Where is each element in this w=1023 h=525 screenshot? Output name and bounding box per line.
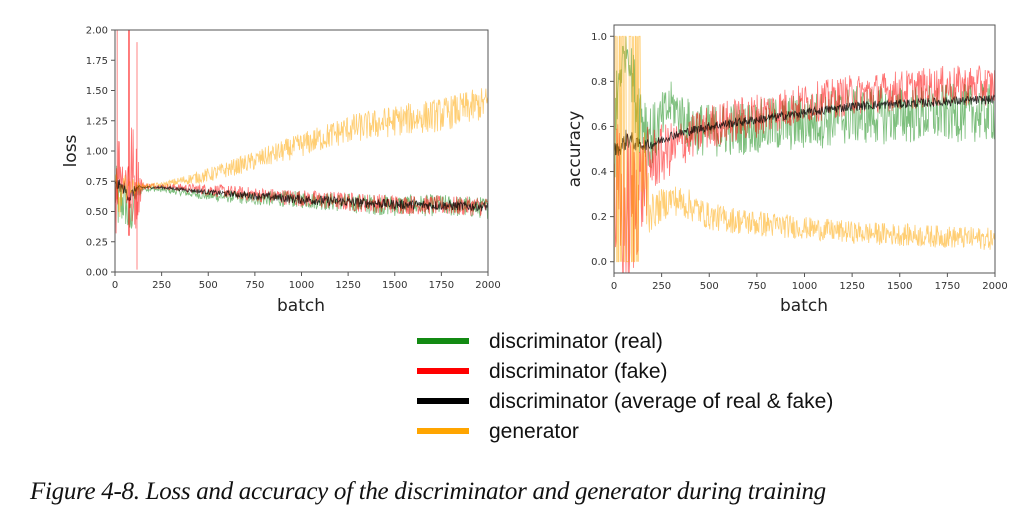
y-tick-label: 2.00 — [86, 26, 108, 37]
legend: discriminator (real) discriminator (fake… — [417, 330, 833, 443]
x-tick-label: 1250 — [839, 281, 864, 292]
loss-y-ticks: 0.00 0.25 0.50 0.75 1.00 1.25 1.50 1.75 2.00 — [86, 26, 115, 279]
x-tick-label: 750 — [747, 281, 766, 292]
loss-chart: 0 250 500 750 1000 1250 1500 1750 2000 0.000.250… — [61, 26, 501, 317]
x-tick-label: 0 — [112, 280, 118, 291]
x-tick-label: 1500 — [382, 280, 407, 291]
loss-x-ticks: 0 250 500 750 1000 1250 1500 1750 2000 — [112, 272, 501, 291]
x-tick-label: 2000 — [982, 281, 1007, 292]
x-tick-label: 1250 — [335, 280, 360, 291]
y-tick-label: 1.75 — [86, 56, 108, 67]
x-tick-label: 0 — [611, 281, 617, 292]
x-tick-label: 1000 — [792, 281, 817, 292]
accuracy-x-axis-label: batch — [780, 296, 828, 316]
accuracy-chart: 0 250 500 750 1000 1250 1500 1750 2000 0.0 0.2 0.4… — [565, 24, 1008, 316]
legend-item-generator: generator — [417, 420, 579, 443]
x-tick-label: 750 — [245, 280, 264, 291]
x-tick-label: 1750 — [935, 281, 960, 292]
y-tick-label: 0.00 — [86, 268, 108, 279]
x-tick-label: 500 — [199, 280, 218, 291]
loss-x-axis-label: batch — [277, 296, 325, 316]
series-line-discriminator-fake — [613, 65, 996, 274]
series-line-generator — [613, 35, 996, 263]
x-tick-label: 250 — [152, 280, 171, 291]
legend-item-discriminator-average: discriminator (average of real & fake) — [417, 390, 833, 413]
legend-label: discriminator (average of real & fake) — [489, 390, 833, 413]
y-tick-label: 0.4 — [591, 167, 607, 178]
x-tick-label: 1500 — [887, 281, 912, 292]
loss-series-group — [114, 30, 489, 270]
x-tick-label: 1000 — [289, 280, 314, 291]
accuracy-y-ticks: 0.0 0.2 0.4 0.6 0.8 1.0 — [591, 32, 614, 268]
x-tick-label: 2000 — [475, 280, 500, 291]
legend-item-discriminator-real: discriminator (real) — [417, 330, 663, 353]
y-tick-label: 0.50 — [86, 207, 108, 218]
series-line-discriminator-real — [114, 165, 489, 229]
series-line-discriminator-average-of-real-fake — [613, 94, 996, 156]
y-tick-label: 1.50 — [86, 86, 108, 97]
x-tick-label: 1750 — [429, 280, 454, 291]
y-tick-label: 0.75 — [86, 177, 108, 188]
series-line-discriminator-average-of-real-fake — [114, 179, 489, 212]
loss-axes-frame — [114, 29, 489, 273]
legend-label: discriminator (fake) — [489, 360, 668, 383]
legend-label: discriminator (real) — [489, 330, 663, 353]
y-tick-label: 0.0 — [591, 257, 607, 268]
y-tick-label: 0.6 — [591, 122, 607, 133]
x-tick-label: 500 — [700, 281, 719, 292]
legend-label: generator — [489, 420, 579, 443]
accuracy-y-axis-label: accuracy — [565, 111, 585, 188]
y-tick-label: 1.00 — [86, 147, 108, 158]
y-tick-label: 1.0 — [591, 32, 607, 43]
legend-item-discriminator-fake: discriminator (fake) — [417, 360, 668, 383]
loss-y-axis-label: loss — [61, 134, 81, 167]
y-tick-label: 0.25 — [86, 237, 108, 248]
figure-caption: Figure 4-8. Loss and accuracy of the dis… — [30, 478, 826, 505]
series-line-generator — [114, 88, 489, 218]
y-tick-label: 0.8 — [591, 77, 607, 88]
y-tick-label: 1.25 — [86, 116, 108, 127]
accuracy-x-ticks: 0 250 500 750 1000 1250 1500 1750 2000 — [611, 273, 1008, 292]
x-tick-label: 250 — [652, 281, 671, 292]
y-tick-label: 0.2 — [591, 212, 607, 223]
accuracy-series-group — [613, 35, 996, 274]
